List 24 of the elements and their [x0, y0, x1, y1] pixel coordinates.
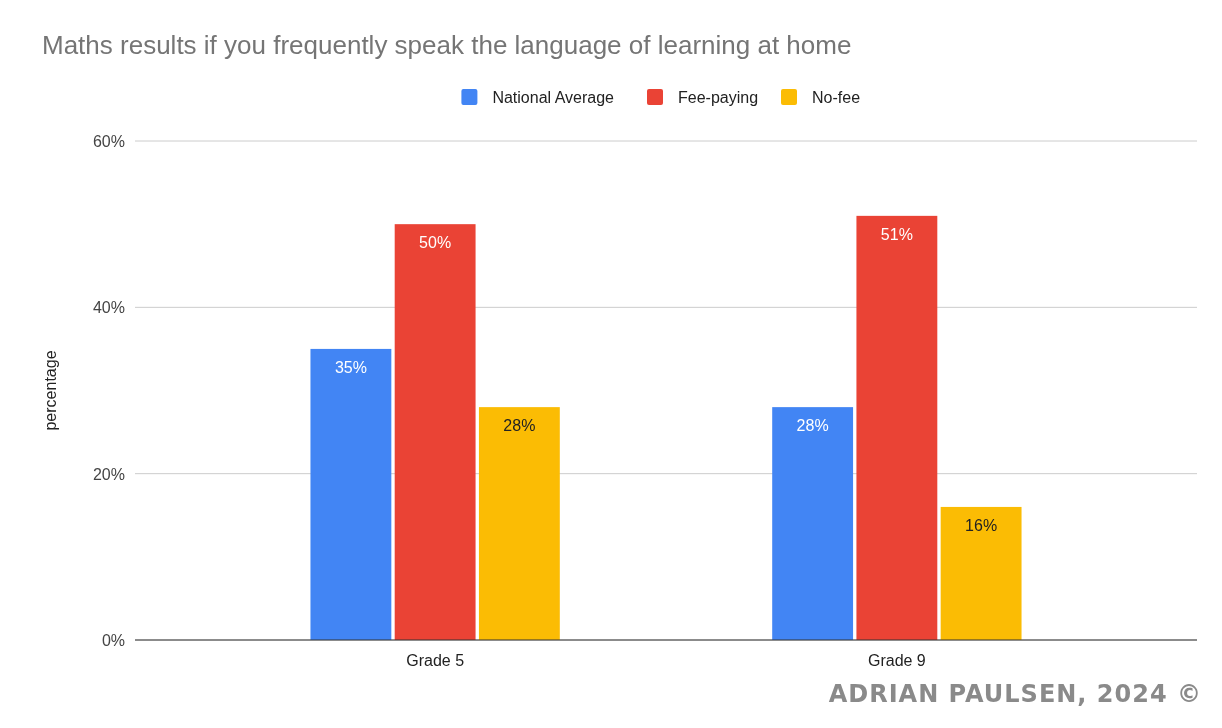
- bar: [940, 506, 1022, 640]
- text: 28%: [503, 417, 536, 435]
- legend-label: Fee-paying: [678, 89, 759, 106]
- text: 16%: [965, 516, 998, 534]
- text: 28%: [796, 417, 829, 435]
- bar: [856, 215, 938, 640]
- legend-label: No-fee: [812, 89, 861, 106]
- bar: [478, 407, 560, 640]
- bar: [310, 348, 392, 640]
- bar: [394, 224, 476, 640]
- y-tick-label: 40%: [92, 299, 125, 317]
- chart-title: Maths results if you frequently speak the language of learning at home: [42, 30, 852, 60]
- text: 51%: [880, 225, 913, 243]
- y-tick-label: 20%: [92, 465, 125, 483]
- bar: [772, 407, 854, 640]
- text: ADRIAN PAULSEN, 2024 ©: [828, 680, 1202, 708]
- text: 50%: [419, 234, 452, 252]
- text: 35%: [334, 358, 367, 376]
- x-tick-label: Grade 5: [406, 652, 465, 669]
- legend-label: National Average: [492, 89, 615, 106]
- y-tick-label: 0%: [101, 632, 125, 649]
- x-tick-label: Grade 9: [867, 652, 926, 669]
- y-axis-title: percentage: [42, 350, 59, 431]
- y-tick-label: 60%: [92, 133, 125, 150]
